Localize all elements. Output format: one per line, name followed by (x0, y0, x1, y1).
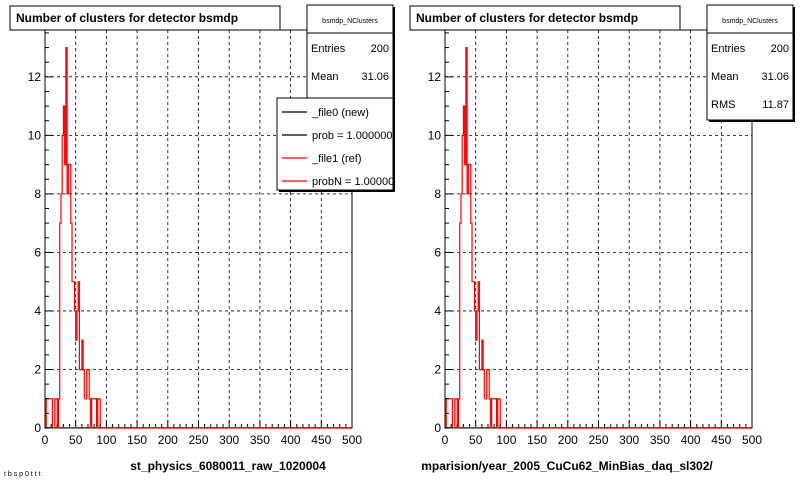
x-tick-label: 50 (69, 433, 83, 447)
legend-label: _file0 (new) (311, 107, 369, 119)
y-tick-label: 4 (34, 304, 41, 318)
y-tick-label: 10 (28, 128, 42, 142)
grid (445, 30, 752, 428)
x-tick-label: 350 (250, 433, 270, 447)
chart-title: Number of clusters for detector bsmdp (416, 11, 638, 25)
x-tick-label: 250 (588, 433, 608, 447)
stats-value: 200 (371, 43, 389, 55)
x-tick-label: 350 (650, 433, 670, 447)
y-tick-label: 12 (28, 70, 42, 84)
y-tick-label: 0 (34, 421, 41, 435)
y-tick-label: 0 (434, 421, 441, 435)
y-tick-label: 2 (434, 362, 441, 376)
x-tick-label: 300 (219, 433, 239, 447)
stats-value: 11.87 (762, 99, 789, 111)
stats-name: bsmdp_NClusters (722, 18, 778, 25)
x-tick-label: 500 (742, 433, 762, 447)
x-tick-label: 400 (681, 433, 701, 447)
stats-value: 31.06 (761, 71, 789, 83)
stats-label: Mean (311, 71, 339, 83)
panel-right: 0 50 100 150 200 250 300 350 400 450 500 0 2 4 6 8 10 12 m… (409, 4, 795, 473)
x-tick-label: 200 (558, 433, 578, 447)
legend: _file0 (new) prob = 1.000000 _file1 (ref) p… (276, 97, 400, 192)
y-tick-label: 10 (428, 128, 442, 142)
stats-value: 200 (771, 43, 789, 55)
x-tick-label: 300 (619, 433, 639, 447)
y-tick-label: 8 (434, 187, 441, 201)
x-tick-label: 500 (342, 433, 362, 447)
title-box (409, 5, 681, 31)
panel-left: 0 50 100 150 200 250 300 350 400 450 500 0 2 4 6 8 10 12 s… (9, 4, 400, 473)
x-axis-label: st_physics_6080011_raw_1020004 (130, 459, 326, 473)
axes: 0 50 100 150 200 250 300 350 400 450 500 0 2 4 6 8 10 12 (428, 32, 762, 447)
y-tick-label: 4 (434, 304, 441, 318)
x-tick-label: 150 (527, 433, 547, 447)
y-tick-label: 8 (34, 187, 41, 201)
stats-label: Mean (711, 71, 739, 83)
x-tick-label: 50 (469, 433, 483, 447)
stats-box (706, 4, 794, 121)
y-tick-label: 6 (434, 245, 441, 259)
stats-name: bsmdp_NClusters (322, 18, 378, 25)
legend-label: probN = 1.000000 (312, 176, 400, 188)
x-axis-label: mparision/year_2005_CuCu62_MinBias_daq_s… (421, 459, 713, 473)
legend-label: _file1 (ref) (311, 153, 362, 165)
x-tick-label: 150 (127, 433, 147, 447)
x-tick-label: 400 (281, 433, 301, 447)
chart-title: Number of clusters for detector bsmdp (16, 11, 238, 25)
title-box (9, 5, 281, 31)
x-tick-label: 0 (42, 433, 49, 447)
x-tick-label: 450 (311, 433, 331, 447)
legend-box (276, 97, 394, 191)
x-tick-label: 100 (496, 433, 516, 447)
axes: 0 50 100 150 200 250 300 350 400 450 500 0 2 4 6 8 10 12 (28, 32, 362, 447)
x-tick-label: 100 (96, 433, 116, 447)
x-tick-label: 250 (188, 433, 208, 447)
footer-stamp: t b s p 0 t t t (4, 471, 41, 478)
x-tick-label: 450 (711, 433, 731, 447)
y-tick-label: 6 (34, 245, 41, 259)
y-tick-label: 12 (428, 70, 442, 84)
stats-value: 31.06 (361, 71, 389, 83)
x-tick-label: 0 (442, 433, 449, 447)
stats-label: Entries (311, 43, 346, 55)
x-tick-label: 200 (158, 433, 178, 447)
y-tick-label: 2 (34, 362, 41, 376)
legend-label: prob = 1.000000 (312, 130, 392, 142)
stats-label: Entries (711, 43, 746, 55)
stats-label: RMS (711, 99, 735, 111)
